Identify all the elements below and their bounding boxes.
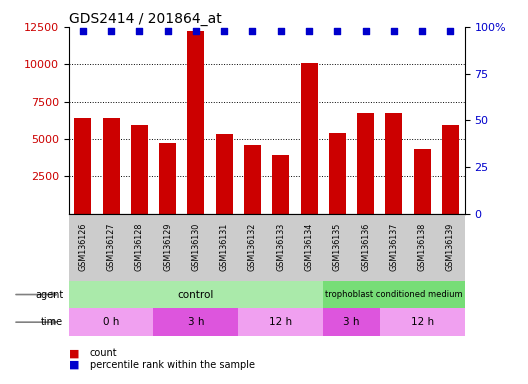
Text: count: count: [90, 348, 117, 358]
Text: GSM136134: GSM136134: [305, 223, 314, 271]
Point: [79, 28, 87, 35]
Point: [305, 28, 313, 35]
Text: GSM136135: GSM136135: [333, 223, 342, 271]
Point: [192, 28, 200, 35]
Text: GSM136131: GSM136131: [220, 223, 229, 271]
Text: time: time: [41, 317, 63, 327]
Bar: [154, 308, 238, 336]
Text: GDS2414 / 201864_at: GDS2414 / 201864_at: [69, 12, 221, 26]
Text: GSM136137: GSM136137: [390, 223, 399, 271]
Text: 12 h: 12 h: [269, 317, 293, 327]
Text: GSM136138: GSM136138: [418, 223, 427, 271]
Bar: [272, 155, 289, 214]
Bar: [357, 114, 374, 214]
Point: [277, 28, 285, 35]
Point: [333, 28, 342, 35]
Text: 3 h: 3 h: [343, 317, 360, 327]
Text: GSM136129: GSM136129: [163, 223, 172, 271]
Text: GSM136139: GSM136139: [446, 223, 455, 271]
Point: [164, 28, 172, 35]
Text: GSM136126: GSM136126: [78, 223, 87, 271]
Point: [418, 28, 427, 35]
Text: ■: ■: [69, 360, 79, 370]
Bar: [69, 308, 154, 336]
Bar: [238, 308, 323, 336]
Text: GSM136133: GSM136133: [276, 223, 285, 271]
Bar: [414, 149, 431, 214]
Bar: [300, 63, 317, 214]
Bar: [159, 143, 176, 214]
Text: trophoblast conditioned medium: trophoblast conditioned medium: [325, 290, 463, 299]
Text: control: control: [178, 290, 214, 300]
Point: [390, 28, 398, 35]
Bar: [187, 31, 204, 214]
Text: GSM136132: GSM136132: [248, 223, 257, 271]
Bar: [442, 126, 459, 214]
Point: [220, 28, 229, 35]
Point: [248, 28, 257, 35]
Text: GSM136130: GSM136130: [192, 223, 201, 271]
Bar: [216, 134, 233, 214]
Text: GSM136127: GSM136127: [107, 223, 116, 271]
Bar: [323, 281, 479, 308]
Text: GSM136128: GSM136128: [135, 223, 144, 271]
Point: [135, 28, 144, 35]
Bar: [380, 308, 465, 336]
Point: [107, 28, 115, 35]
Point: [446, 28, 455, 35]
Text: 12 h: 12 h: [411, 317, 434, 327]
Text: agent: agent: [35, 290, 63, 300]
Bar: [244, 145, 261, 214]
Text: GSM136136: GSM136136: [361, 223, 370, 271]
Bar: [69, 281, 323, 308]
Point: [361, 28, 370, 35]
Bar: [102, 118, 119, 214]
Text: percentile rank within the sample: percentile rank within the sample: [90, 360, 254, 370]
Text: 0 h: 0 h: [103, 317, 119, 327]
Text: 3 h: 3 h: [187, 317, 204, 327]
Text: ■: ■: [69, 348, 79, 358]
Bar: [74, 118, 91, 214]
Bar: [329, 133, 346, 214]
Bar: [385, 114, 402, 214]
Bar: [323, 308, 380, 336]
Bar: [131, 126, 148, 214]
